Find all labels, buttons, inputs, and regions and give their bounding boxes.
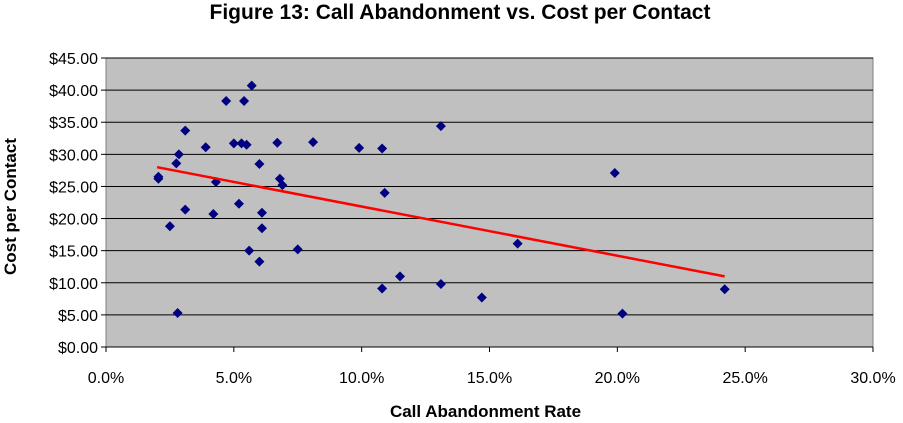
y-tick-label: $40.00 (49, 83, 98, 100)
x-axis-ticks: 0.0% 5.0% 10.0% 15.0% 20.0% 25.0% 30.0% (88, 346, 896, 387)
data-point (308, 137, 319, 148)
y-tick-label: $15.00 (49, 244, 98, 261)
data-point (277, 180, 288, 191)
data-point (256, 207, 267, 218)
data-point (233, 198, 244, 209)
y-tick-label: $5.00 (58, 308, 98, 325)
data-point (272, 137, 283, 148)
data-point (254, 158, 265, 169)
y-tick-label: $25.00 (49, 179, 98, 196)
data-point (254, 256, 265, 267)
data-point (239, 96, 250, 107)
x-tick-label: 25.0% (722, 370, 767, 387)
y-axis-ticks: $0.00 $5.00 $10.00 $15.00 $20.00 $25.00 $30.00… (49, 51, 106, 357)
data-point (395, 271, 406, 282)
y-tick-label: $20.00 (49, 212, 98, 229)
data-point (221, 96, 232, 107)
y-tick-label: $0.00 (58, 340, 98, 357)
data-point (228, 138, 239, 149)
data-point (379, 187, 390, 198)
y-tick-label: $45.00 (49, 51, 98, 68)
data-point (153, 173, 164, 184)
plot-area (105, 57, 874, 348)
x-axis-label: Call Abandonment Rate (390, 402, 581, 421)
data-point (208, 209, 219, 220)
y-tick-label: $30.00 (49, 147, 98, 164)
data-point (476, 292, 487, 303)
trendline (156, 165, 725, 278)
data-point (171, 158, 182, 169)
x-tick-label: 20.0% (595, 370, 640, 387)
data-point (719, 284, 730, 295)
data-point (246, 80, 257, 91)
y-tick-label: $35.00 (49, 115, 98, 132)
x-tick-label: 5.0% (216, 370, 252, 387)
x-tick-label: 0.0% (88, 370, 124, 387)
data-point (354, 142, 365, 153)
data-point (180, 204, 191, 215)
data-point (609, 167, 620, 178)
data-point (377, 143, 388, 154)
data-point (617, 308, 628, 319)
data-point (173, 149, 184, 160)
data-points (153, 80, 730, 319)
data-point (292, 244, 303, 255)
x-tick-label: 30.0% (850, 370, 895, 387)
x-tick-label: 10.0% (339, 370, 384, 387)
data-point (172, 307, 183, 318)
data-point (241, 139, 252, 150)
data-point (377, 283, 388, 294)
data-point (244, 245, 255, 256)
y-axis-label: Cost per Contact (1, 138, 20, 275)
data-point (435, 279, 446, 290)
x-tick-label: 15.0% (467, 370, 512, 387)
chart-title: Figure 13: Call Abandonment vs. Cost per… (209, 1, 711, 24)
data-point (200, 142, 211, 153)
data-point (256, 223, 267, 234)
data-point (180, 125, 191, 136)
data-point (435, 121, 446, 132)
data-point (512, 238, 523, 249)
y-tick-label: $10.00 (49, 276, 98, 293)
data-point (164, 221, 175, 232)
